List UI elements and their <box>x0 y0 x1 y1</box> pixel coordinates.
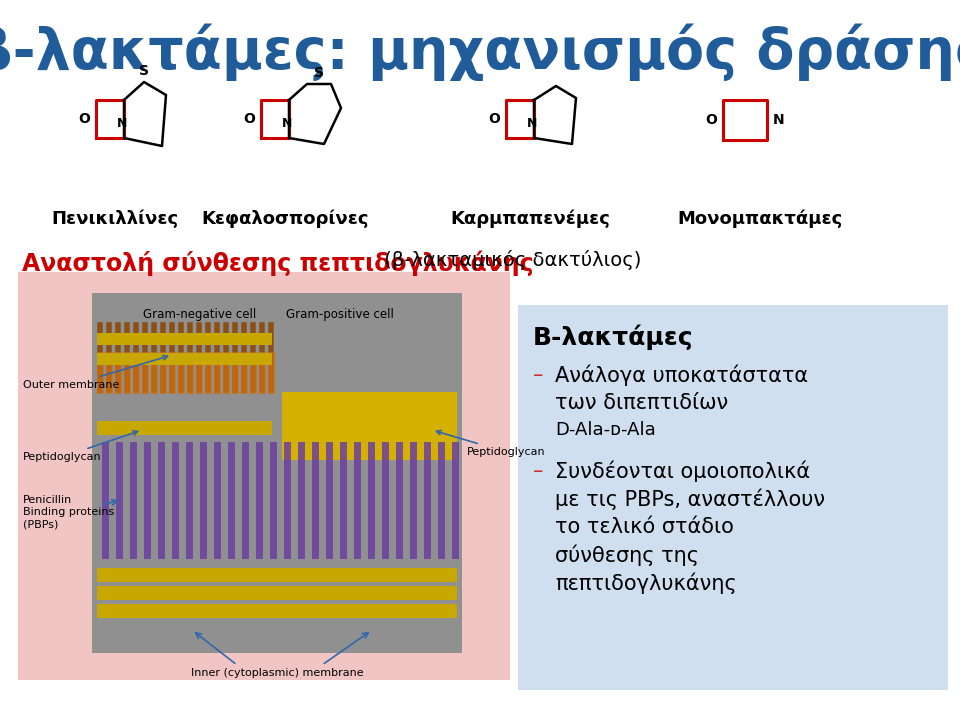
Bar <box>97 586 457 600</box>
Bar <box>97 604 457 618</box>
Text: (β-λακταμικός δακτύλιος): (β-λακταμικός δακτύλιος) <box>378 250 642 270</box>
Text: Gram-negative cell: Gram-negative cell <box>143 308 256 321</box>
Text: Ανάλογα υποκατάστατα: Ανάλογα υποκατάστατα <box>555 365 808 387</box>
Text: β-λακτάμες: μηχανισμός δράσης: β-λακτάμες: μηχανισμός δράσης <box>0 24 960 81</box>
Text: –: – <box>533 461 543 481</box>
Text: Β-λακτάμες: Β-λακτάμες <box>533 325 694 350</box>
Text: N: N <box>527 117 538 130</box>
Text: Inner (cytoplasmic) membrane: Inner (cytoplasmic) membrane <box>191 668 363 678</box>
Text: O: O <box>78 112 90 126</box>
Bar <box>92 293 462 653</box>
Bar <box>18 272 510 680</box>
Text: N: N <box>117 117 127 130</box>
Text: S: S <box>314 66 324 80</box>
Text: Συνδέονται ομοιοπολικά: Συνδέονται ομοιοπολικά <box>555 461 810 483</box>
Bar <box>97 333 272 345</box>
Text: πεπτιδογλυκάνης: πεπτιδογλυκάνης <box>555 573 736 594</box>
Bar <box>282 392 457 460</box>
Text: N: N <box>773 113 784 127</box>
Text: N: N <box>282 117 292 130</box>
Text: O: O <box>706 113 717 127</box>
Text: με τις PBPs, αναστέλλουν: με τις PBPs, αναστέλλουν <box>555 489 826 511</box>
Text: των διπεπτιδίων: των διπεπτιδίων <box>555 393 729 413</box>
Text: O: O <box>488 112 500 126</box>
Bar <box>97 568 457 582</box>
Text: Penicillin
Binding proteins
(PBPs): Penicillin Binding proteins (PBPs) <box>23 495 114 530</box>
Text: Peptidoglycan: Peptidoglycan <box>437 430 545 457</box>
Text: S: S <box>139 64 149 78</box>
Text: Outer membrane: Outer membrane <box>23 355 168 390</box>
Text: Peptidoglycan: Peptidoglycan <box>23 431 137 462</box>
Text: το τελικό στάδιο: το τελικό στάδιο <box>555 517 733 537</box>
Bar <box>97 421 272 435</box>
Text: Καρμπαπενέμες: Καρμπαπενέμες <box>450 210 610 229</box>
Text: –: – <box>533 365 543 385</box>
Text: Gram-positive cell: Gram-positive cell <box>286 308 394 321</box>
Text: O: O <box>243 112 255 126</box>
Text: Αναστολή σύνθεσης πεπτιδογλυκάνης: Αναστολή σύνθεσης πεπτιδογλυκάνης <box>22 250 534 275</box>
Text: Κεφαλοσπορίνες: Κεφαλοσπορίνες <box>202 210 369 229</box>
Bar <box>518 305 948 690</box>
Text: Πενικιλλίνες: Πενικιλλίνες <box>52 210 179 229</box>
Text: Μονομπακτάμες: Μονομπακτάμες <box>678 210 843 229</box>
Text: σύνθεσης της: σύνθεσης της <box>555 545 699 566</box>
Bar <box>97 353 272 365</box>
Text: D-Ala-ᴅ-Ala: D-Ala-ᴅ-Ala <box>555 421 656 439</box>
